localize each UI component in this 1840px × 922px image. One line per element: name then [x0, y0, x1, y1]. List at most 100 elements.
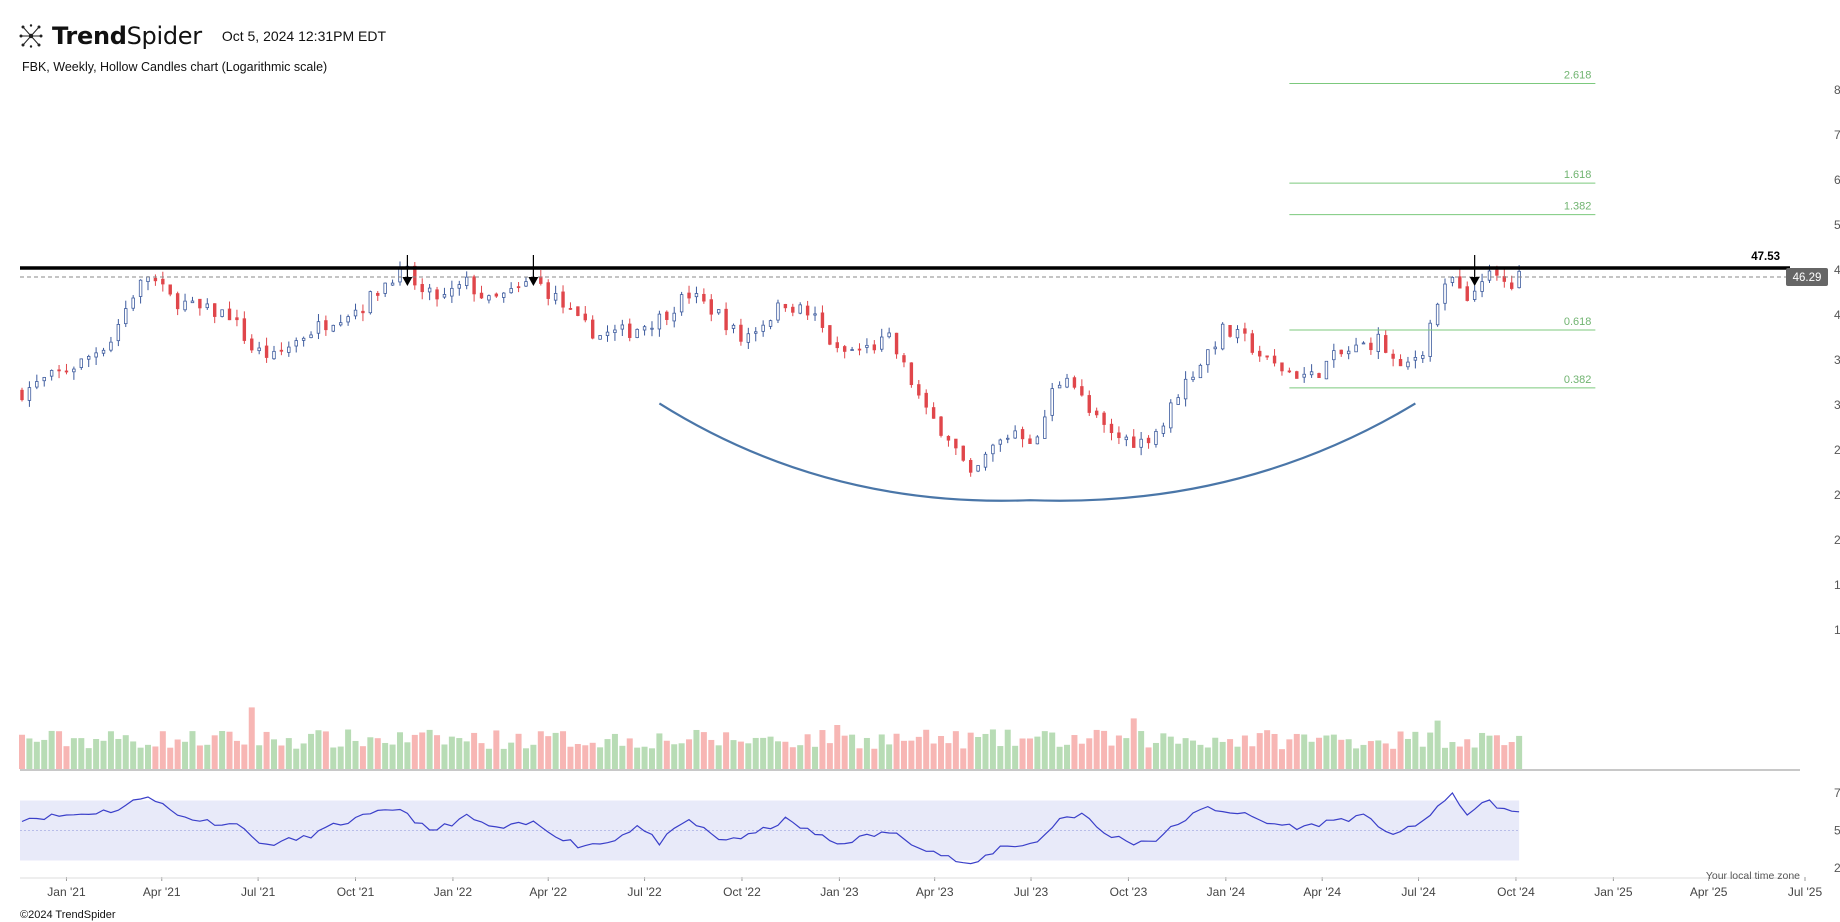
candle — [590, 315, 595, 340]
candle — [968, 458, 973, 477]
candle-body — [27, 387, 32, 401]
arrow-head — [528, 277, 539, 286]
candle-body — [546, 282, 550, 299]
y-tick-label: 41.39 — [1834, 308, 1840, 322]
volume-bar — [241, 744, 248, 769]
volume-bar — [1367, 741, 1374, 769]
candle — [109, 336, 113, 353]
candle — [42, 376, 46, 387]
candle-body — [880, 336, 884, 350]
chart-title: FBK, Weekly, Hollow Candles chart (Logar… — [22, 60, 328, 74]
candle — [279, 342, 284, 356]
candle-body — [1228, 325, 1232, 337]
volume-bar — [767, 736, 774, 769]
volume-bar — [545, 736, 552, 769]
candle-body — [242, 318, 247, 341]
candle-body — [842, 346, 847, 352]
volume-bar — [41, 739, 48, 769]
candle-body — [324, 320, 328, 331]
candle-body — [902, 355, 906, 363]
candle-body — [894, 332, 899, 355]
volume-bar — [300, 743, 307, 769]
candle — [398, 261, 402, 286]
candle — [346, 314, 350, 326]
x-tick-label: Oct '21 — [337, 885, 375, 899]
candle — [835, 336, 839, 353]
volume-bar — [315, 730, 322, 769]
candle — [553, 285, 558, 305]
volume-bar — [219, 731, 226, 769]
candle-body — [1317, 373, 1321, 379]
candle-body — [220, 309, 224, 317]
candle — [1465, 281, 1469, 302]
candle-body — [1487, 270, 1492, 281]
candle-body — [857, 348, 862, 351]
candle — [524, 276, 528, 287]
candle — [716, 309, 721, 315]
candle — [657, 310, 662, 337]
last-price-tag-bg — [1786, 267, 1828, 286]
volume-bar — [774, 741, 781, 769]
volume-bar — [48, 730, 55, 769]
candle-body — [153, 277, 158, 282]
x-tick-label: Apr '22 — [529, 885, 567, 899]
candle-body — [939, 416, 943, 436]
volume-bar — [1249, 746, 1256, 769]
candle-body — [828, 325, 832, 345]
candle — [783, 303, 788, 312]
y-tick-label: 31.76 — [1834, 398, 1840, 412]
candle — [1050, 382, 1054, 422]
candle-body — [1258, 350, 1262, 357]
candle-body — [909, 362, 914, 386]
x-tick-label: Jan '22 — [434, 885, 473, 899]
volume-bar — [1338, 739, 1345, 769]
candle — [1198, 363, 1203, 379]
candle — [754, 327, 758, 342]
volume-bar — [715, 745, 722, 769]
candle — [894, 332, 899, 359]
volume-bar — [582, 745, 589, 769]
candle-body — [783, 303, 788, 309]
candle — [1183, 371, 1188, 407]
candle — [242, 311, 247, 344]
candle-body — [1028, 438, 1032, 444]
candle-body — [1354, 344, 1358, 353]
candle — [731, 323, 736, 334]
candle — [1154, 428, 1158, 448]
fib-label: 0.618 — [1564, 316, 1592, 328]
candle-body — [672, 312, 676, 322]
volume-bar — [1012, 745, 1019, 769]
candle-body — [1013, 430, 1017, 439]
candle-body — [212, 303, 217, 317]
fib-label: 1.618 — [1564, 169, 1592, 181]
volume-bar — [626, 738, 633, 769]
volume-bar — [352, 740, 359, 769]
volume-bar — [700, 732, 707, 769]
candle — [931, 402, 936, 419]
volume-bar — [1479, 732, 1486, 769]
candle — [57, 364, 61, 379]
volume-bar — [1093, 729, 1100, 769]
candle — [220, 309, 224, 318]
volume-bars — [19, 707, 1523, 769]
candle — [1428, 319, 1432, 362]
candle-body — [1206, 349, 1210, 366]
candle-body — [968, 459, 973, 473]
candle — [101, 347, 106, 357]
candle — [212, 303, 217, 324]
candle — [153, 274, 158, 286]
candle-body — [1183, 378, 1188, 400]
candle-body — [420, 284, 424, 293]
candle — [1139, 432, 1143, 456]
candle-body — [1220, 323, 1225, 350]
volume-bar — [1301, 734, 1308, 769]
candle — [324, 315, 328, 336]
rsi-tick-label: 75.00 — [1834, 786, 1840, 800]
candle-body — [776, 302, 780, 321]
candle-body — [1050, 388, 1054, 416]
volume-bar — [1175, 743, 1182, 769]
candle — [983, 451, 988, 471]
volume-bar — [485, 748, 492, 769]
candle-body — [1295, 371, 1299, 379]
